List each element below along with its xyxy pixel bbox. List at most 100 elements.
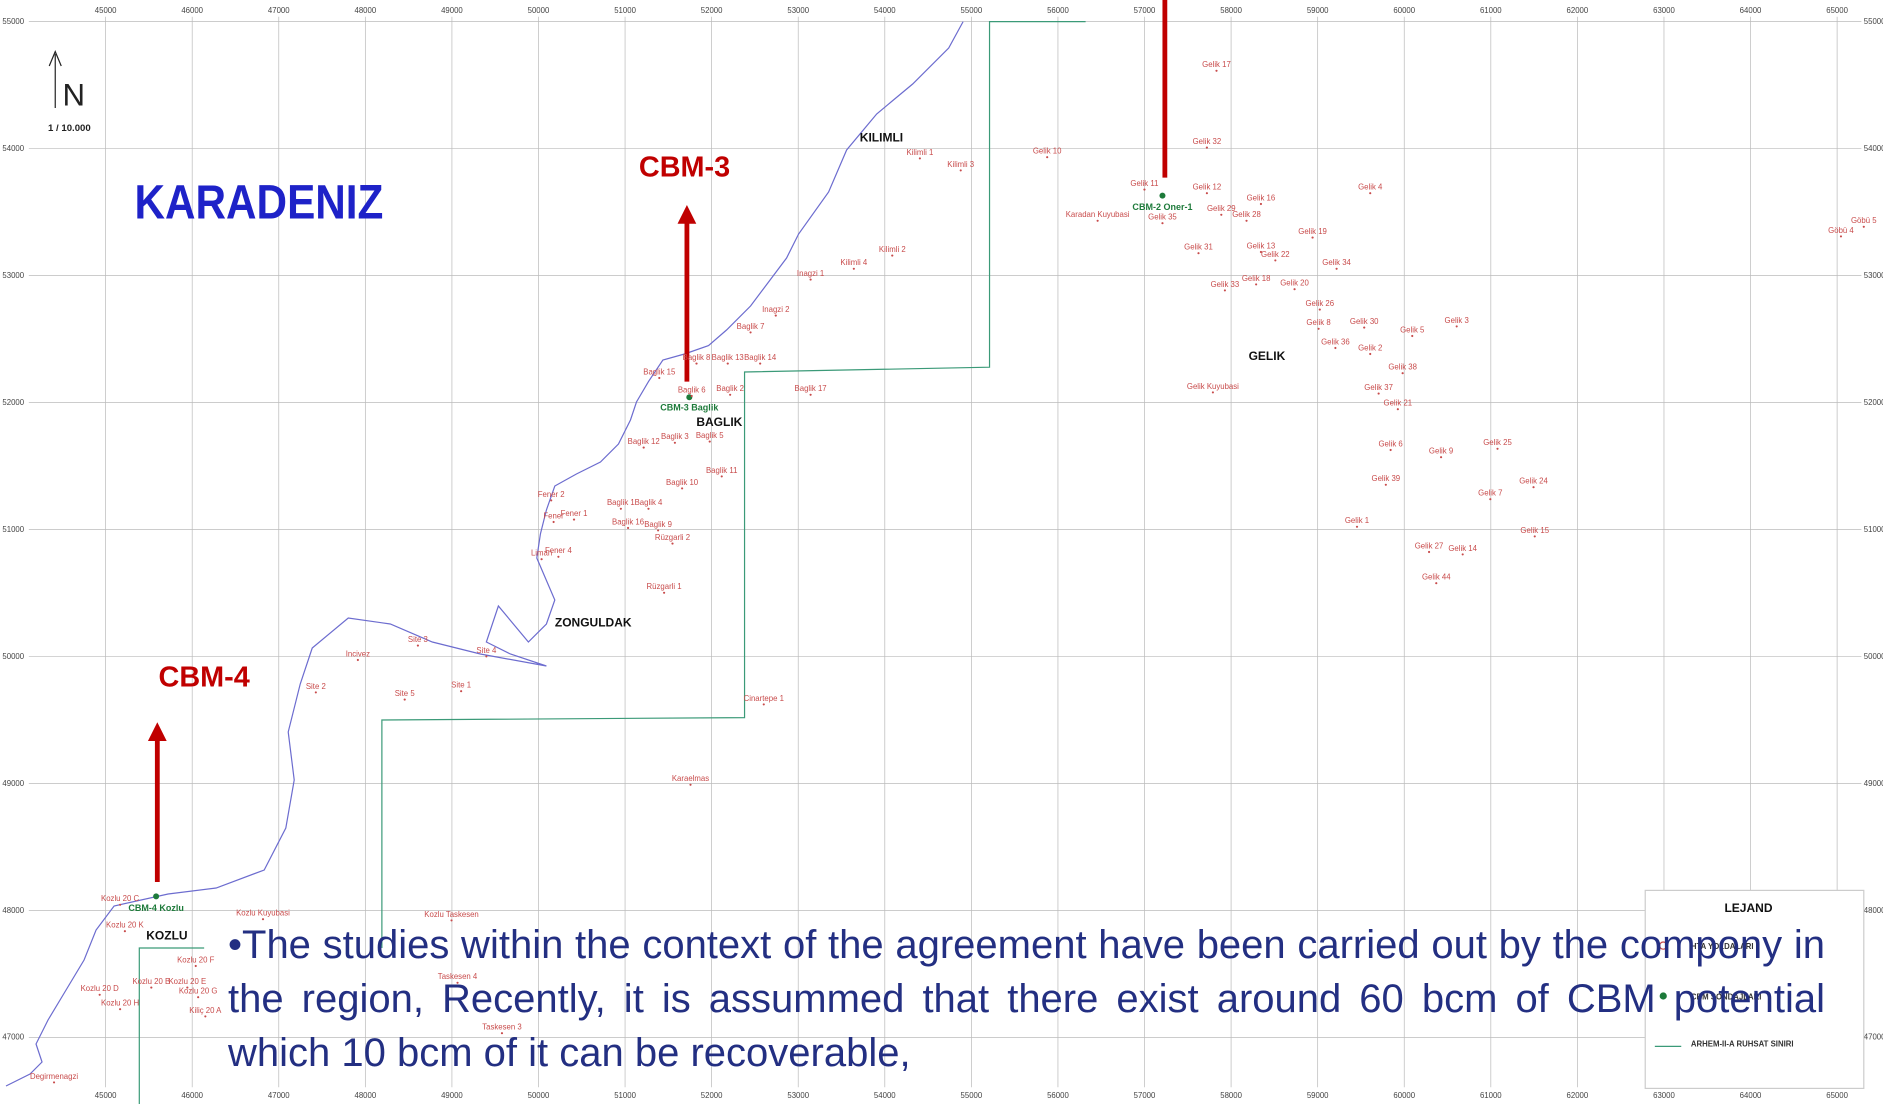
- well-marker: [52, 1081, 56, 1084]
- north-arrow: [48, 50, 62, 108]
- well-label: Inagzi 1: [797, 269, 824, 278]
- well-marker: [1461, 553, 1464, 556]
- well-label: Rüzgarli 2: [655, 533, 690, 542]
- well-label: Kozlu 20 B: [132, 977, 170, 986]
- callout-arrows: [147, 0, 1168, 882]
- well-marker: [1369, 352, 1372, 356]
- y-tick-label: 47000: [2, 1033, 24, 1042]
- well-marker: [98, 993, 101, 996]
- well-label: Gelik 27: [1415, 541, 1444, 550]
- y-tick-label: 53000: [2, 271, 24, 280]
- place-label: KILIMLI: [860, 131, 903, 145]
- well-marker: [689, 783, 692, 786]
- well-marker: [550, 499, 553, 502]
- well-marker: [1220, 213, 1223, 216]
- well-label: Taskesen 4: [438, 972, 478, 981]
- well-marker: [456, 981, 459, 984]
- well-label: Gelik 35: [1148, 213, 1177, 222]
- well-marker: [403, 698, 406, 701]
- well-marker: [1143, 188, 1146, 191]
- well-marker: [1317, 327, 1320, 330]
- well-marker: [119, 903, 122, 906]
- well-marker: [1259, 202, 1263, 206]
- y-tick-label: 52000: [1864, 398, 1883, 407]
- well-label: Gelik 6: [1378, 439, 1402, 448]
- borehole-label: CBM-4 Kozlu: [128, 903, 184, 913]
- well-marker: [1355, 525, 1359, 528]
- well-marker: [1046, 156, 1049, 159]
- well-label: Kozlu 20 D: [81, 984, 120, 993]
- y-tick-label: 52000: [2, 398, 24, 407]
- well-marker: [1489, 498, 1492, 501]
- well-marker: [681, 487, 684, 490]
- place-label: ZONGULDAK: [555, 615, 632, 629]
- well-marker: [460, 690, 463, 693]
- y-tick-label: 49000: [2, 779, 24, 788]
- well-label: Baglik 9: [644, 520, 672, 529]
- well-marker: [774, 314, 777, 317]
- arrow-head: [147, 722, 167, 741]
- well-marker: [314, 691, 317, 694]
- well-label: Gelik 33: [1211, 280, 1240, 289]
- x-tick-label: 53000: [787, 6, 809, 15]
- well-label: Gelik 25: [1483, 438, 1512, 447]
- well-label: Gelik 11: [1130, 179, 1158, 188]
- y-tick-label: 55000: [2, 17, 24, 26]
- place-label: KOZLU: [146, 929, 187, 943]
- callout-label: CBM-3: [639, 151, 730, 183]
- well-marker: [1096, 219, 1099, 222]
- wells: Gelik 17 Gelik 32 Gelik 10 Kilimli 1 Kilimli…: [30, 60, 1877, 1084]
- y-tick-label: 55000: [1864, 17, 1883, 26]
- well-label: Liman: [531, 549, 552, 558]
- well-label: Karadan Kuyubasi: [1066, 210, 1130, 219]
- well-label: Gelik 10: [1033, 147, 1062, 156]
- well-label: Gelik 13: [1247, 241, 1276, 250]
- borehole-marker: [1159, 192, 1166, 199]
- well-label: Kozlu 20 E: [168, 977, 206, 986]
- legend-title: LEJAND: [1724, 901, 1772, 915]
- well-label: Gelik 15: [1520, 526, 1549, 535]
- well-marker: [1259, 250, 1263, 254]
- well-marker: [726, 362, 729, 365]
- well-marker: [1439, 456, 1443, 459]
- x-tick-label: 53000: [787, 1091, 809, 1100]
- y-tick-label: 54000: [2, 144, 24, 153]
- legend-item: ARHEM-II-A RUHSAT SINIRI: [1691, 1039, 1794, 1048]
- x-tick-label: 65000: [1826, 6, 1848, 15]
- well-label: Gelik 9: [1429, 447, 1453, 456]
- well-label: Gelik 32: [1193, 137, 1222, 146]
- well-label: Kozlu Kuyubasi: [236, 909, 290, 918]
- y-tick-label: 48000: [2, 906, 24, 915]
- well-label: Gelik 7: [1478, 489, 1502, 498]
- y-tick-label: 49000: [1864, 779, 1883, 788]
- well-label: Inagzi 2: [762, 305, 789, 314]
- well-marker: [1205, 146, 1208, 149]
- place-label: GELIK: [1249, 349, 1286, 363]
- well-label: Gelik 28: [1232, 210, 1261, 219]
- y-tick-label: 48000: [1864, 906, 1883, 915]
- y-tick-label: 51000: [1864, 525, 1883, 534]
- well-marker: [123, 930, 126, 933]
- well-label: Gelik 3: [1445, 316, 1469, 325]
- well-label: Gelik 29: [1207, 204, 1236, 213]
- north-label: N: [62, 78, 85, 113]
- x-tick-label: 49000: [441, 1091, 463, 1100]
- well-label: Kilimli 4: [840, 258, 868, 267]
- x-tick-label: 60000: [1393, 1091, 1415, 1100]
- x-tick-label: 45000: [95, 1091, 117, 1100]
- well-marker: [1455, 325, 1458, 328]
- y-tick-label: 53000: [1864, 271, 1883, 280]
- well-label: Gelik Kuyubasi: [1187, 382, 1239, 391]
- well-label: Taskesen 3: [482, 1023, 521, 1032]
- legend-symbol: [1659, 941, 1668, 950]
- y-tick-label: 47000: [1864, 1033, 1883, 1042]
- well-marker: [1377, 392, 1380, 395]
- well-label: Site 3: [408, 635, 428, 644]
- x-tick-label: 57000: [1134, 1091, 1156, 1100]
- x-tick-label: 51000: [614, 6, 636, 15]
- well-label: Kiliç 20 A: [189, 1006, 222, 1015]
- well-marker: [1496, 447, 1499, 450]
- well-label: Gelik 36: [1321, 337, 1350, 346]
